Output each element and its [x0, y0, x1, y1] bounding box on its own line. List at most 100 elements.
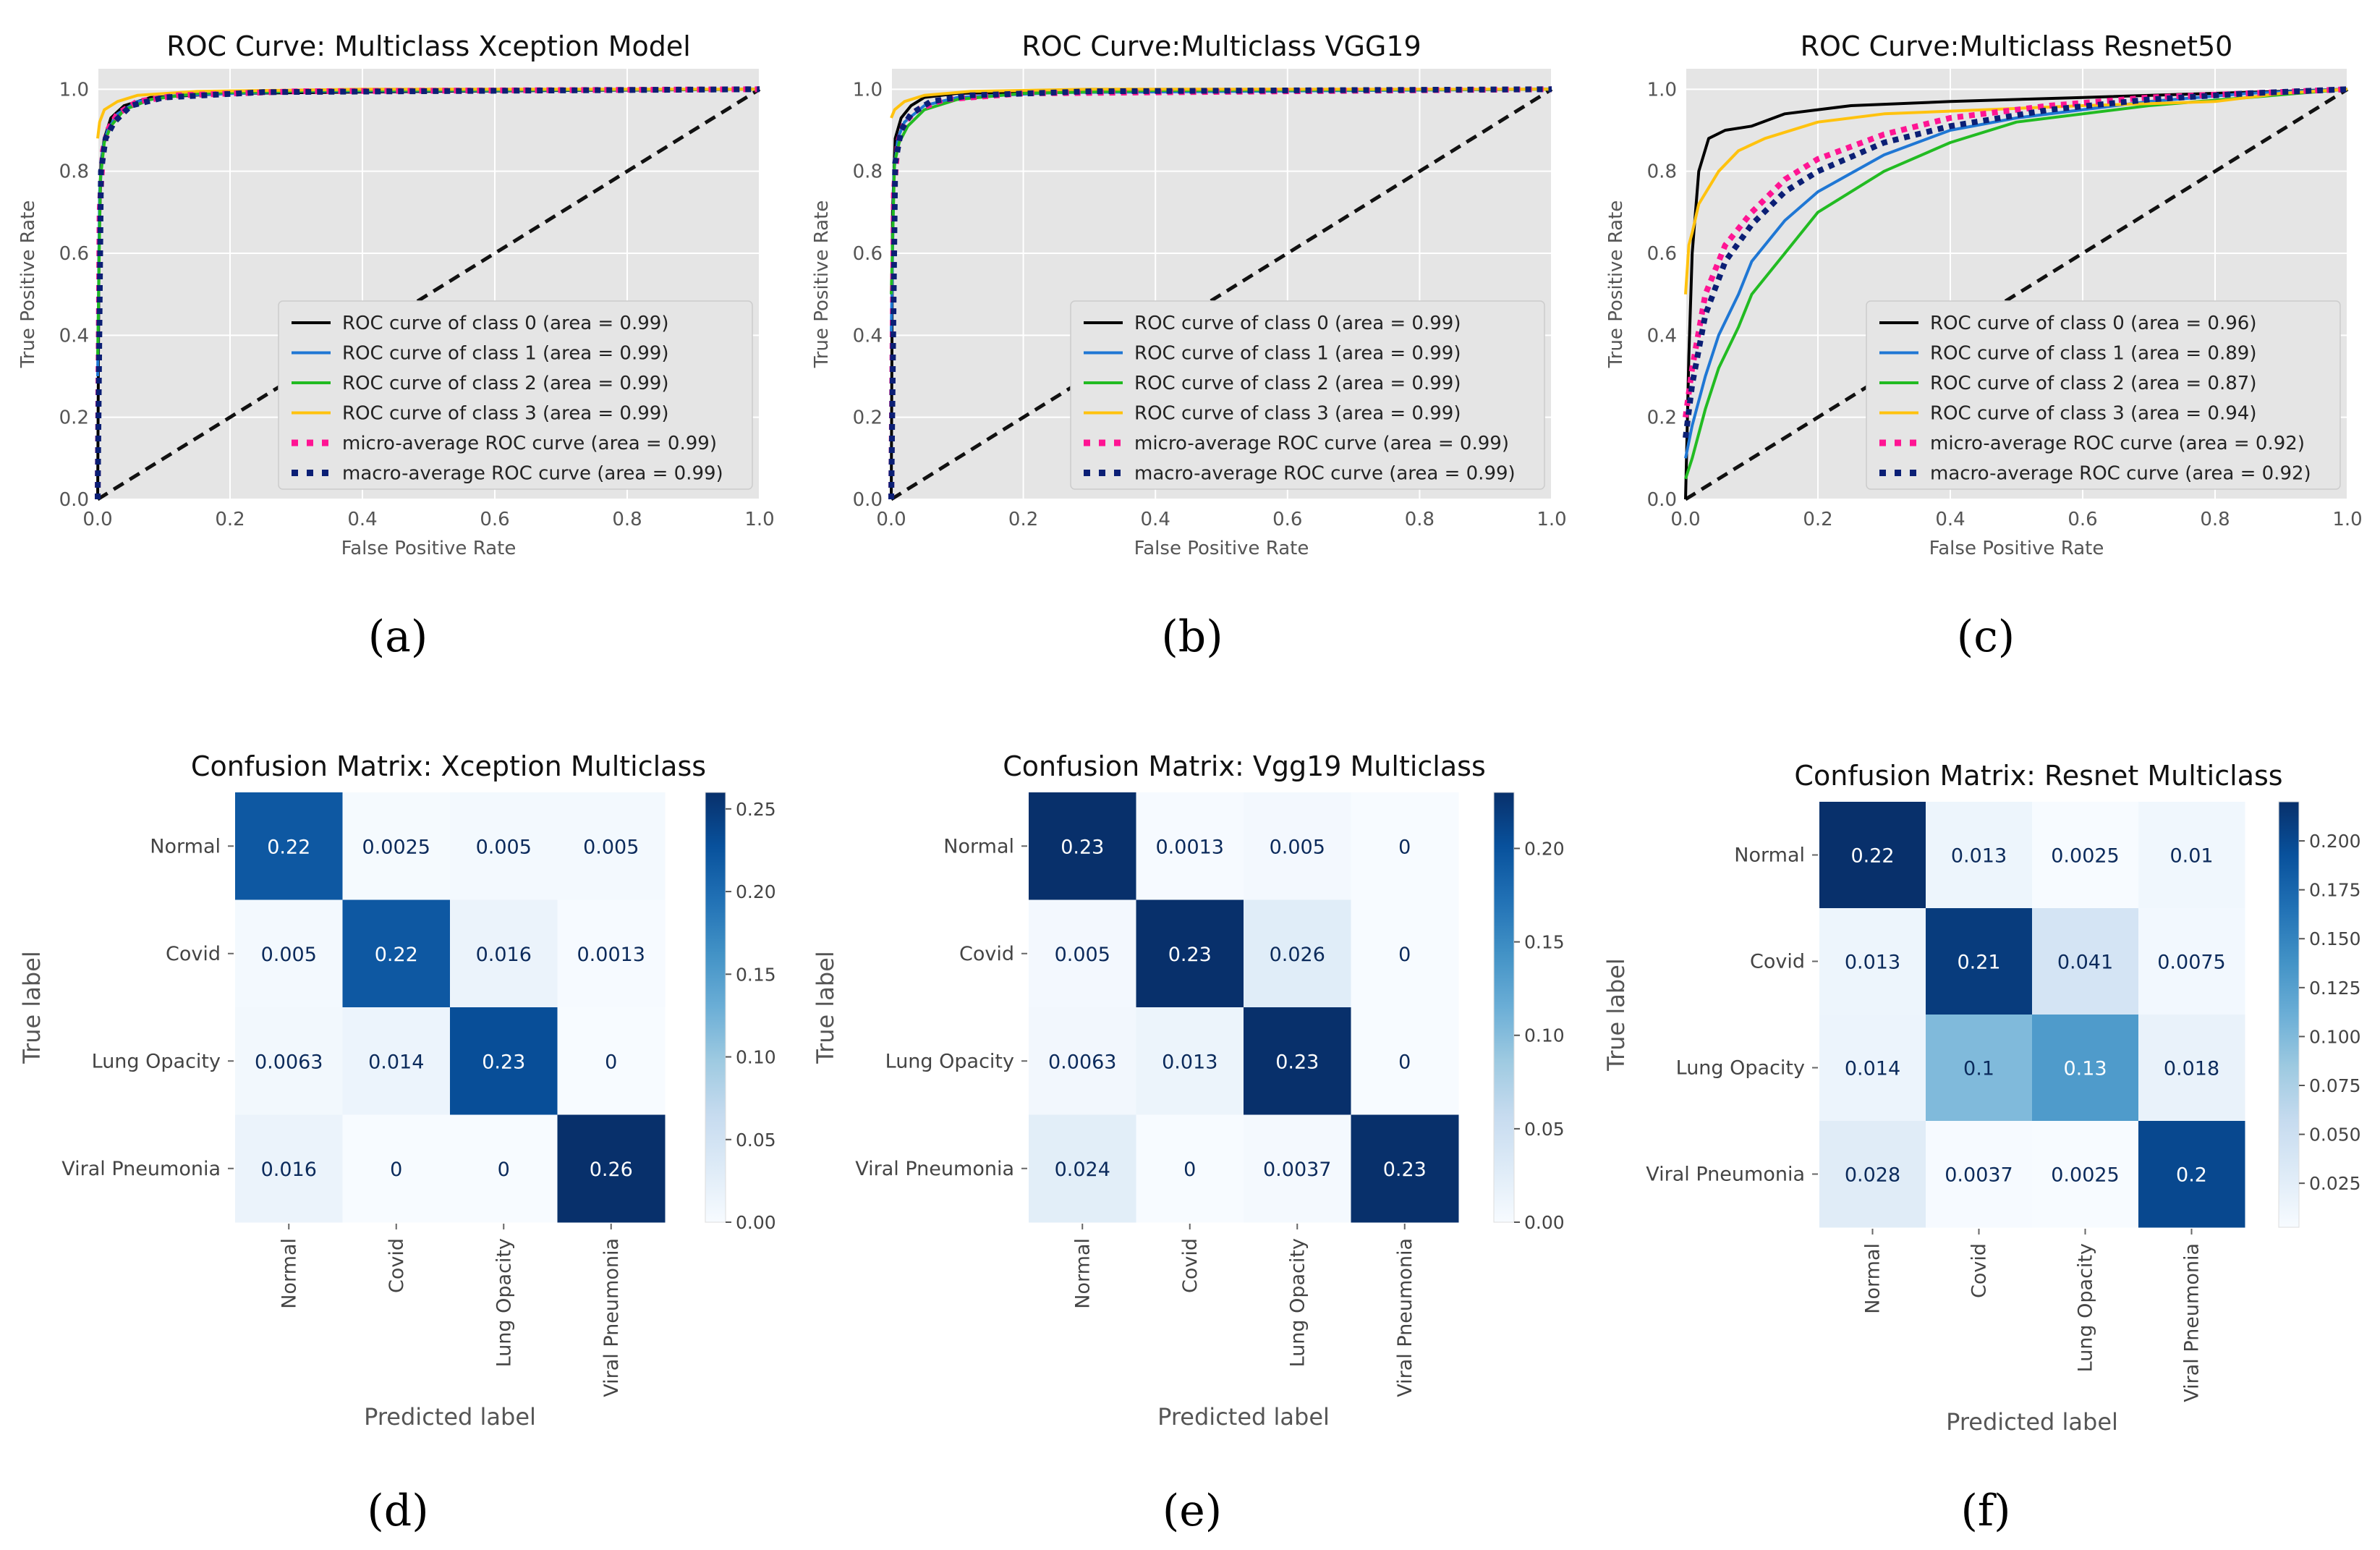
- legend-entry: ROC curve of class 0 (area = 0.96): [1930, 313, 2256, 334]
- cell-value: 0: [390, 1159, 402, 1181]
- cell-value: 0.0037: [1263, 1159, 1331, 1181]
- y-tick-label: 0.8: [853, 161, 883, 183]
- x-tick-label: 0.0: [1670, 509, 1700, 530]
- y-axis-label: True Positive Rate: [811, 200, 833, 369]
- x-axis-label: Predicted label: [1946, 1408, 2118, 1436]
- cell-value: 0: [605, 1051, 617, 1073]
- legend-entry: micro-average ROC curve (area = 0.99): [342, 433, 717, 454]
- cell-value: 0.013: [1162, 1051, 1217, 1073]
- heatmap-cell: [1926, 802, 2033, 909]
- legend-entry: ROC curve of class 0 (area = 0.99): [342, 313, 668, 334]
- colorbar-tick-label: 0.100: [2309, 1026, 2361, 1047]
- x-axis-label: False Positive Rate: [1134, 538, 1309, 559]
- y-tick-label: 0.0: [59, 489, 89, 511]
- subfigure-label-b: (b): [1161, 611, 1223, 662]
- x-tick-label: 0.2: [215, 509, 245, 530]
- x-tick-label: Normal: [1071, 1238, 1094, 1309]
- heatmap-cell: [342, 899, 451, 1008]
- cell-value: 0: [1183, 1159, 1196, 1181]
- colorbar: [705, 792, 726, 1223]
- cell-value: 0.0025: [362, 836, 430, 858]
- legend-entry: ROC curve of class 3 (area = 0.99): [1134, 403, 1461, 425]
- cell-value: 0: [1398, 836, 1411, 858]
- cell-value: 0.01: [2169, 845, 2213, 868]
- x-tick-label: 1.0: [1537, 509, 1566, 530]
- x-tick-label: Normal: [1862, 1243, 1884, 1314]
- legend-entry: ROC curve of class 1 (area = 0.99): [342, 343, 668, 365]
- heatmap-cell: [1926, 1015, 2033, 1122]
- legend-entry: ROC curve of class 3 (area = 0.94): [1930, 403, 2256, 425]
- y-tick-label: 0.2: [853, 407, 883, 429]
- y-axis-label: True label: [812, 951, 839, 1064]
- cell-value: 0.016: [476, 944, 532, 966]
- cell-value: 0.013: [1951, 845, 2007, 868]
- cell-value: 0.13: [2063, 1058, 2107, 1080]
- y-tick-label: Normal: [150, 835, 221, 857]
- heatmap-cell: [1029, 899, 1136, 1008]
- y-tick-label: 0.0: [1647, 489, 1677, 511]
- x-axis-label: False Positive Rate: [1929, 538, 2104, 559]
- chart-title: ROC Curve:Multiclass Resnet50: [1801, 30, 2233, 62]
- x-tick-label: 0.4: [1935, 509, 1965, 530]
- colorbar-tick-label: 0.20: [1524, 838, 1565, 859]
- legend-box: [1070, 300, 1545, 490]
- colorbar-tick-label: 0.15: [736, 964, 776, 985]
- cell-value: 0.22: [375, 944, 418, 966]
- x-tick-label: 0.8: [612, 509, 642, 530]
- heatmap-cell: [1351, 1114, 1459, 1223]
- cell-value: 0: [498, 1159, 510, 1181]
- cell-value: 0.23: [1061, 836, 1104, 858]
- colorbar-tick-label: 0.150: [2309, 928, 2361, 949]
- subfigure-label-f: (f): [1960, 1486, 2010, 1536]
- colorbar-tick-label: 0.10: [1524, 1025, 1565, 1046]
- heatmap-cell: [1244, 1114, 1351, 1223]
- x-tick-label: 0.6: [480, 509, 509, 530]
- y-tick-label: Covid: [1750, 951, 1805, 973]
- x-tick-label: 0.0: [82, 509, 112, 530]
- y-axis-label: True label: [18, 951, 46, 1064]
- legend-box: [278, 300, 753, 490]
- heatmap-cell: [2138, 908, 2245, 1015]
- heatmap-cell: [2138, 802, 2245, 909]
- x-tick-label: 0.8: [1405, 509, 1435, 530]
- heatmap-cell: [235, 899, 343, 1008]
- cell-value: 0.016: [261, 1159, 317, 1181]
- legend-entry: ROC curve of class 1 (area = 0.89): [1930, 343, 2256, 365]
- cell-value: 0.21: [1957, 952, 2000, 974]
- x-axis-label: Predicted label: [1157, 1403, 1330, 1431]
- cell-value: 0.23: [482, 1051, 525, 1073]
- colorbar: [1493, 792, 1515, 1223]
- y-tick-label: 0.2: [1647, 407, 1677, 429]
- y-axis-label: True label: [1602, 958, 1630, 1072]
- heatmap-cell: [1244, 792, 1351, 900]
- heatmap-cell: [557, 1114, 666, 1223]
- cell-value: 0.1: [1963, 1058, 1994, 1080]
- heatmap-cell: [450, 899, 558, 1008]
- heatmap-cell: [1029, 1114, 1136, 1223]
- legend-entry: ROC curve of class 0 (area = 0.99): [1134, 313, 1461, 334]
- x-tick-label: Viral Pneumonia: [2181, 1243, 2203, 1402]
- colorbar-tick-label: 0.200: [2309, 831, 2361, 852]
- chart-title: Confusion Matrix: Xception Multiclass: [191, 750, 706, 782]
- heatmap-cell: [2032, 908, 2139, 1015]
- colorbar-tick-label: 0.25: [736, 799, 776, 820]
- heatmap-cell: [342, 1007, 451, 1115]
- cell-value: 0.014: [368, 1051, 424, 1073]
- y-tick-label: Lung Opacity: [92, 1050, 221, 1072]
- colorbar-tick-label: 0.20: [736, 881, 776, 902]
- x-tick-label: 0.0: [876, 509, 906, 530]
- cell-value: 0.0013: [577, 944, 645, 966]
- heatmap-cell: [1819, 802, 1926, 909]
- heatmap-cell: [1244, 1007, 1351, 1115]
- cell-value: 0.005: [1055, 944, 1110, 966]
- cell-value: 0.2: [2176, 1164, 2207, 1187]
- heatmap-cell: [2032, 802, 2139, 909]
- x-tick-label: Lung Opacity: [2075, 1243, 2097, 1372]
- heatmap-cell: [235, 1007, 343, 1115]
- confusion-matrix-vgg19: 0.23 0.0013 0.005 0 0.005 0.23 0.026 0 0.0063 0.0…: [812, 750, 1565, 1431]
- cell-value: 0.22: [267, 836, 310, 858]
- y-tick-label: Lung Opacity: [885, 1050, 1014, 1072]
- y-tick-label: Viral Pneumonia: [1646, 1164, 1805, 1186]
- x-tick-label: 0.2: [1008, 509, 1038, 530]
- legend-entry: ROC curve of class 2 (area = 0.87): [1930, 373, 2256, 394]
